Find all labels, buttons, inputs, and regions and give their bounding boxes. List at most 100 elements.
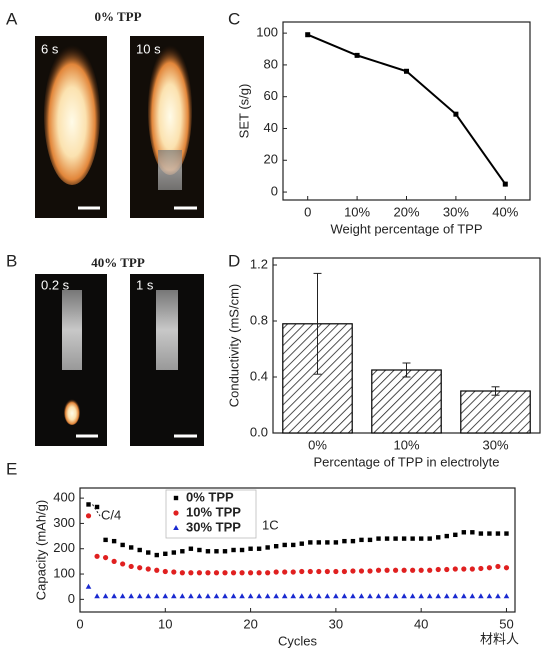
y-tick-label: 200 xyxy=(53,540,75,555)
data-point xyxy=(350,593,356,599)
data-point xyxy=(248,546,253,551)
frame-label: 10 s xyxy=(136,41,161,56)
data-point xyxy=(86,502,91,507)
x-axis-label: Percentage of TPP in electrolyte xyxy=(314,454,500,469)
flame xyxy=(44,45,100,185)
x-tick-label: 10% xyxy=(393,437,419,452)
data-point xyxy=(404,68,409,74)
data-point xyxy=(282,569,288,575)
sample xyxy=(158,150,182,190)
data-point xyxy=(325,540,330,545)
data-point xyxy=(119,593,126,599)
y-axis-label: SET (s/g) xyxy=(236,84,251,139)
data-point xyxy=(342,538,347,544)
data-point xyxy=(453,111,459,117)
x-tick-label: 20% xyxy=(393,204,419,219)
x-tick-label: 10% xyxy=(344,204,370,219)
data-point xyxy=(171,550,177,555)
frame-label: 1 s xyxy=(136,277,154,292)
data-point xyxy=(214,549,219,554)
panel-label: A xyxy=(6,9,18,28)
data-point xyxy=(392,593,399,599)
y-tick-label: 0 xyxy=(271,183,278,198)
y-tick-label: 100 xyxy=(256,25,278,40)
data-point xyxy=(230,593,237,599)
data-point xyxy=(495,531,501,536)
y-axis-label: Conductivity (mS/cm) xyxy=(226,284,241,408)
panel-label: D xyxy=(228,251,240,270)
data-point xyxy=(265,570,271,576)
data-point xyxy=(179,593,186,599)
error-bar xyxy=(491,386,500,396)
data-point xyxy=(94,593,100,599)
frame-label: 6 s xyxy=(41,41,59,56)
data-point xyxy=(273,593,279,599)
data-point xyxy=(410,567,416,573)
panel-title: 40% TPP xyxy=(91,255,145,270)
panel-label: C xyxy=(228,9,240,28)
data-point xyxy=(171,593,177,599)
data-point xyxy=(384,593,390,599)
panel-label: E xyxy=(6,459,17,478)
data-point xyxy=(94,504,100,510)
sample xyxy=(62,290,82,370)
data-point xyxy=(418,567,424,573)
data-point xyxy=(137,547,142,553)
x-tick-label: 40 xyxy=(414,616,428,631)
data-point xyxy=(333,540,339,545)
data-point xyxy=(120,561,126,567)
y-tick-label: 20 xyxy=(264,152,278,167)
annotation: C/4 xyxy=(101,507,121,522)
data-point xyxy=(427,536,432,541)
data-point xyxy=(162,593,169,599)
data-point xyxy=(426,593,433,599)
data-point xyxy=(444,533,449,539)
data-point xyxy=(196,593,203,599)
data-point xyxy=(173,525,179,530)
data-point xyxy=(316,568,322,575)
legend-box xyxy=(165,489,257,539)
data-point xyxy=(85,583,92,589)
x-tick-label: 0% xyxy=(308,437,327,452)
data-point xyxy=(256,593,262,599)
data-point xyxy=(359,537,364,543)
data-point xyxy=(146,550,151,555)
data-point xyxy=(316,540,322,545)
data-point xyxy=(154,552,159,558)
data-point xyxy=(281,593,288,599)
y-tick-label: 0 xyxy=(68,591,75,606)
data-point xyxy=(188,570,194,576)
data-point xyxy=(137,565,143,571)
error-bar xyxy=(313,272,322,375)
data-point xyxy=(299,541,304,546)
frame-label: 0.2 s xyxy=(41,277,70,292)
data-point xyxy=(436,535,441,540)
data-point xyxy=(354,52,360,58)
x-axis-label: Cycles xyxy=(278,633,318,648)
data-point xyxy=(418,536,424,541)
data-point xyxy=(487,531,492,536)
data-point xyxy=(120,542,125,548)
x-tick-label: 40% xyxy=(492,204,518,219)
data-point xyxy=(367,568,373,574)
sample xyxy=(156,290,178,370)
data-point xyxy=(316,593,322,599)
data-point xyxy=(145,566,151,572)
data-point xyxy=(384,536,390,541)
data-point xyxy=(222,549,228,554)
data-point xyxy=(418,593,424,599)
data-point xyxy=(179,570,185,576)
data-point xyxy=(103,537,108,543)
data-point xyxy=(461,593,467,599)
data-point xyxy=(324,568,330,575)
data-point xyxy=(392,567,399,573)
data-point xyxy=(333,593,339,599)
data-point xyxy=(341,568,348,575)
x-axis-label: Weight percentage of TPP xyxy=(330,221,482,236)
data-point xyxy=(486,593,493,599)
data-point xyxy=(162,568,168,575)
data-point xyxy=(503,565,510,571)
data-point xyxy=(341,593,348,599)
data-point xyxy=(384,567,390,573)
